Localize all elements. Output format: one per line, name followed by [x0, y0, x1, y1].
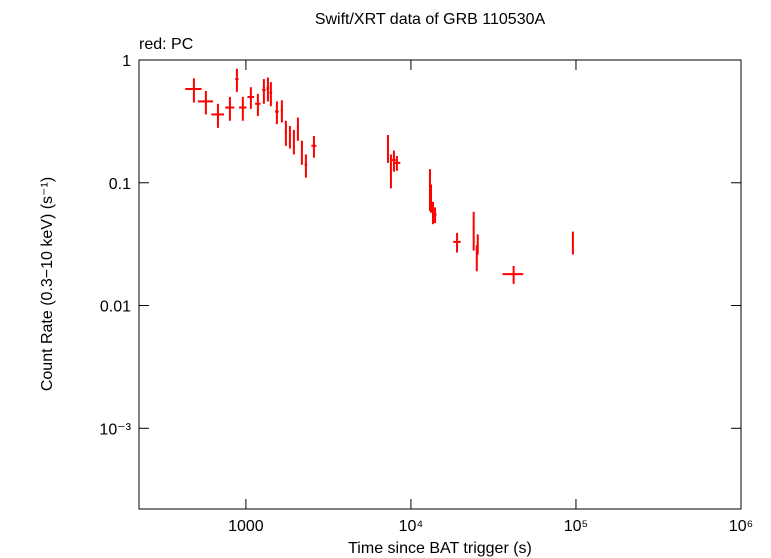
- chart-title: Swift/XRT data of GRB 110530A: [315, 11, 546, 28]
- y-tick-label: 0.1: [109, 176, 131, 193]
- plot-frame: [138, 59, 742, 510]
- x-axis-label: Time since BAT trigger (s): [348, 540, 532, 557]
- x-tick-label: 10⁵: [564, 518, 588, 535]
- y-tick-label: 1: [122, 53, 131, 70]
- y-axis-label: Count Rate (0.3−10 keV) (s⁻¹): [39, 177, 56, 391]
- x-tick-label: 10⁶: [729, 518, 753, 535]
- chart-subtitle: red: PC: [139, 36, 193, 53]
- x-tick-label: 10⁴: [399, 518, 424, 535]
- y-tick-label: 10⁻³: [99, 421, 131, 438]
- x-tick-label: 1000: [228, 518, 264, 535]
- y-tick-label: 0.01: [100, 299, 131, 316]
